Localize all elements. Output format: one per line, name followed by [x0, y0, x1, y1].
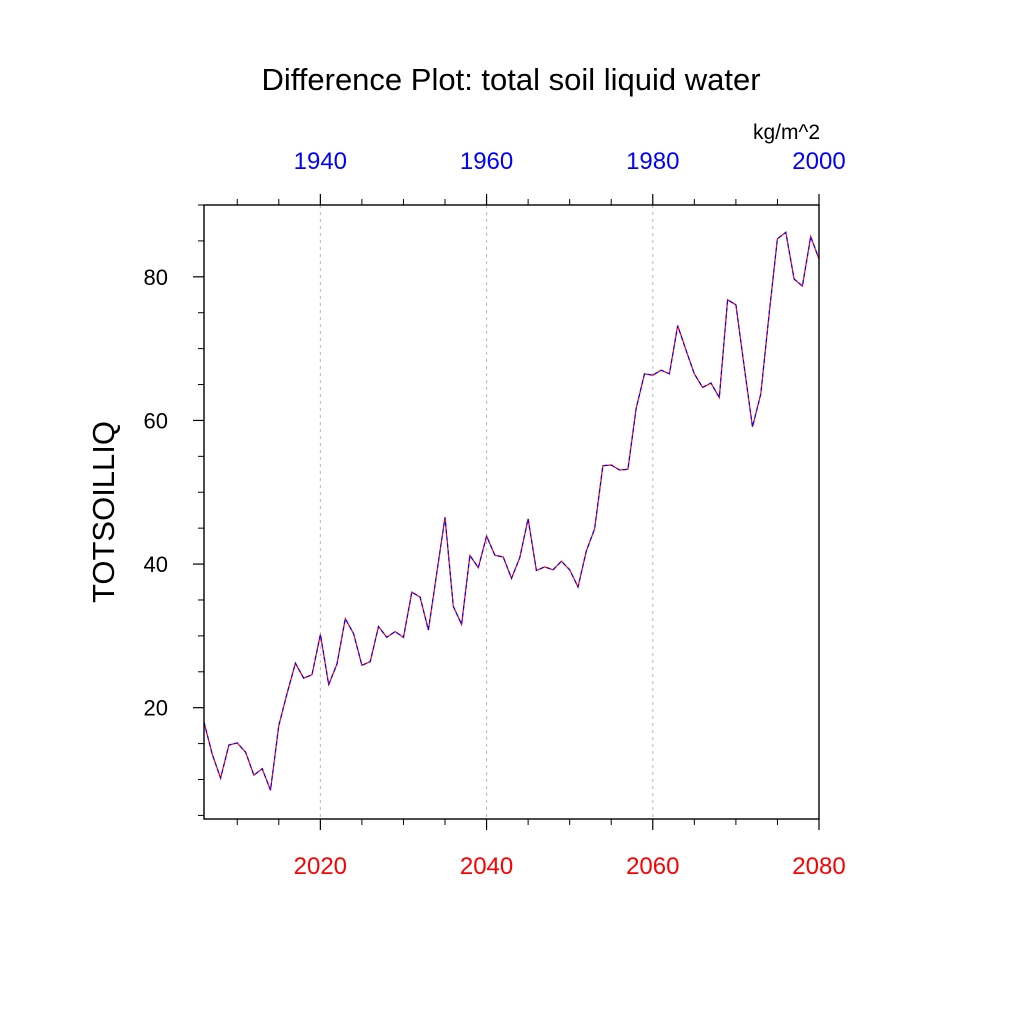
- y-tick-label: 20: [144, 696, 168, 721]
- data-series: [203, 231, 820, 791]
- x-top-tick-label: 1980: [626, 148, 679, 175]
- x-bottom-tick-label: 2060: [626, 853, 679, 880]
- x-bottom-tick-label: 2040: [460, 853, 513, 880]
- y-tick-label: 40: [144, 552, 168, 577]
- axis-ticks: [193, 194, 820, 830]
- x-bottom-tick-label: 2020: [294, 853, 347, 880]
- y-tick-label: 60: [144, 408, 168, 433]
- units-label: kg/m^2: [753, 121, 820, 144]
- x-top-tick-label: 1960: [460, 148, 513, 175]
- chart-title: Difference Plot: total soil liquid water: [261, 62, 760, 97]
- plot-frame: [203, 204, 820, 820]
- series-line-2: [203, 231, 820, 791]
- x-top-tick-label: 1940: [294, 148, 347, 175]
- x-bottom-tick-label: 2080: [792, 853, 845, 880]
- y-tick-label: 80: [144, 265, 168, 290]
- x-top-tick-label: 2000: [792, 148, 845, 175]
- y-axis-label: TOTSOILLIQ: [86, 421, 121, 603]
- grid-lines: [319, 205, 654, 819]
